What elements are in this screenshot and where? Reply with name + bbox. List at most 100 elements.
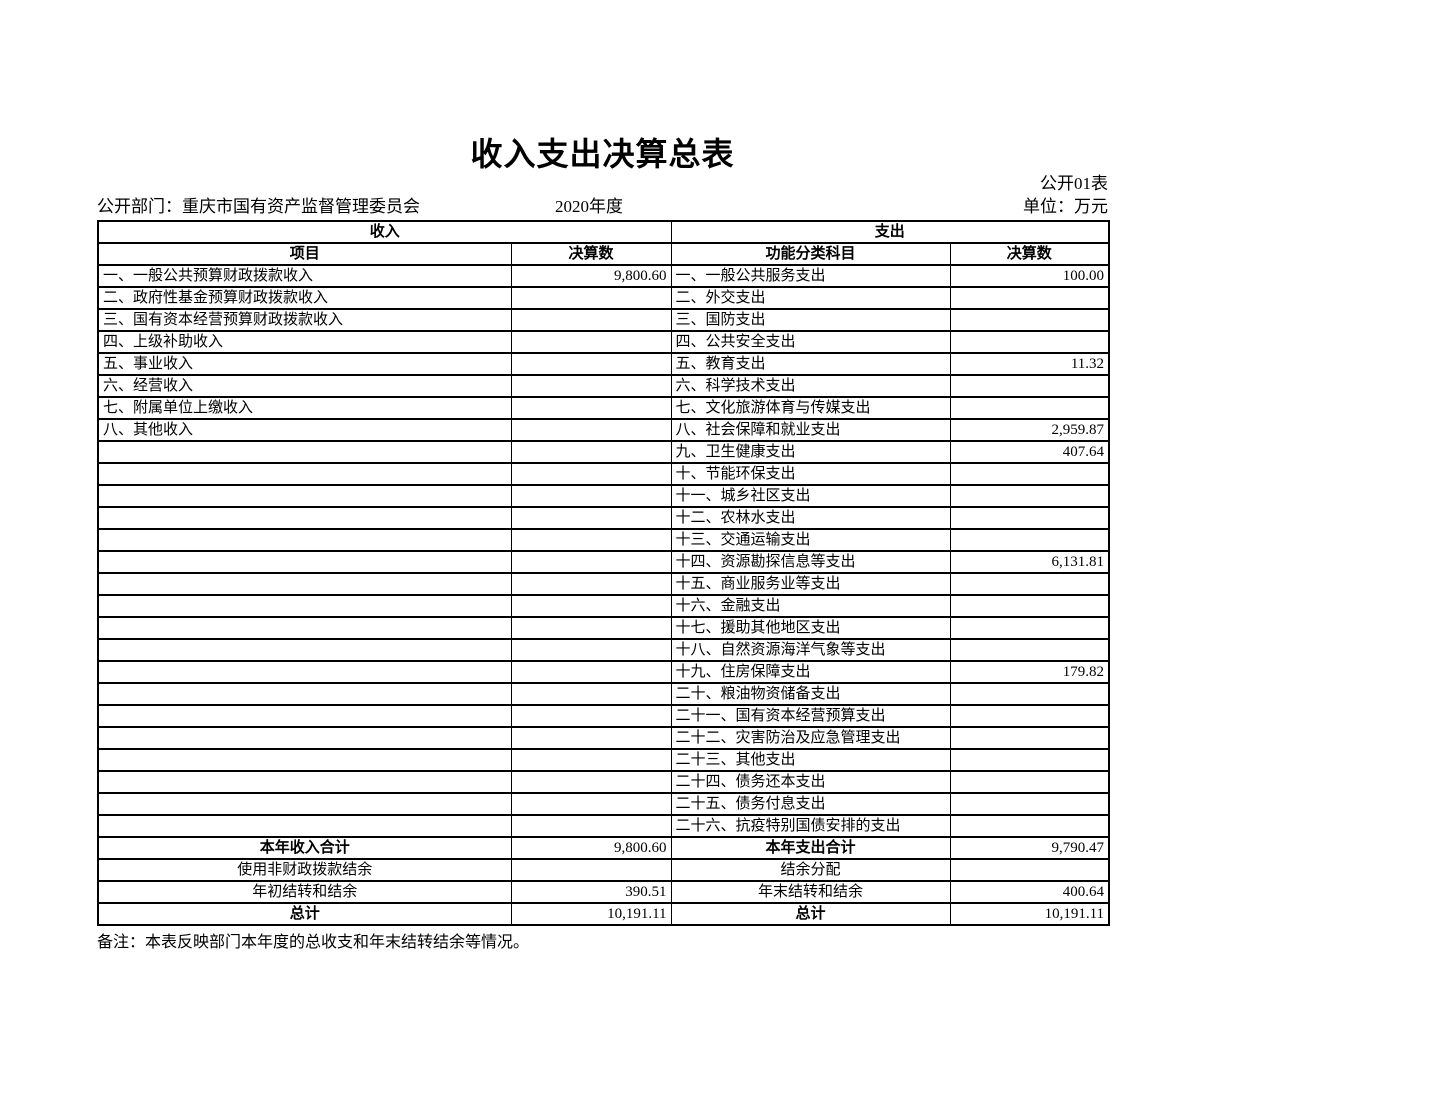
income-value bbox=[510, 682, 672, 706]
income-item bbox=[97, 770, 512, 794]
income-value bbox=[510, 572, 672, 596]
table-row: 六、经营收入 六、科学技术支出 bbox=[97, 374, 1110, 398]
expense-item: 十九、住房保障支出 bbox=[670, 660, 951, 684]
income-summary-value: 390.51 bbox=[510, 880, 672, 904]
table-row: 二十二、灾害防治及应急管理支出 bbox=[97, 726, 1110, 750]
table-row: 五、事业收入 五、教育支出 11.32 bbox=[97, 352, 1110, 376]
section-header-row: 收入 支出 bbox=[97, 220, 1110, 244]
expense-summary-label: 本年支出合计 bbox=[670, 836, 951, 860]
expense-value: 100.00 bbox=[949, 264, 1110, 288]
expense-item: 三、国防支出 bbox=[670, 308, 951, 332]
income-item bbox=[97, 506, 512, 530]
expense-value bbox=[949, 286, 1110, 310]
budget-table: 收入 支出 项目 决算数 功能分类科目 决算数 一、一般公共预算财政拨款收入 9,… bbox=[97, 220, 1111, 926]
expense-value bbox=[949, 572, 1110, 596]
expense-value bbox=[949, 594, 1110, 618]
expense-value bbox=[949, 396, 1110, 420]
table-row: 十三、交通运输支出 bbox=[97, 528, 1110, 552]
expense-item: 十二、农林水支出 bbox=[670, 506, 951, 530]
income-item bbox=[97, 462, 512, 486]
table-row: 十四、资源勘探信息等支出 6,131.81 bbox=[97, 550, 1110, 574]
expense-value bbox=[949, 484, 1110, 508]
income-summary-value bbox=[510, 858, 672, 882]
expense-value bbox=[949, 528, 1110, 552]
income-item: 五、事业收入 bbox=[97, 352, 512, 376]
income-value bbox=[510, 704, 672, 728]
income-value bbox=[510, 638, 672, 662]
income-value bbox=[510, 374, 672, 398]
income-summary-label: 本年收入合计 bbox=[97, 836, 512, 860]
income-item bbox=[97, 792, 512, 816]
income-value bbox=[510, 814, 672, 838]
unit-label: 单位：万元 bbox=[1023, 197, 1108, 216]
expense-item: 七、文化旅游体育与传媒支出 bbox=[670, 396, 951, 420]
income-item: 六、经营收入 bbox=[97, 374, 512, 398]
expense-value bbox=[949, 330, 1110, 354]
table-row: 一、一般公共预算财政拨款收入 9,800.60 一、一般公共服务支出 100.00 bbox=[97, 264, 1110, 288]
expense-value: 2,959.87 bbox=[949, 418, 1110, 442]
expense-value bbox=[949, 814, 1110, 838]
income-value bbox=[510, 396, 672, 420]
expense-value: 6,131.81 bbox=[949, 550, 1110, 574]
table-row: 十、节能环保支出 bbox=[97, 462, 1110, 486]
income-value bbox=[510, 660, 672, 684]
department-label: 公开部门：重庆市国有资产监督管理委员会 bbox=[97, 197, 420, 216]
income-value bbox=[510, 506, 672, 530]
table-row: 二十六、抗疫特别国债安排的支出 bbox=[97, 814, 1110, 838]
col-header-expense-item: 功能分类科目 bbox=[670, 242, 951, 266]
expense-summary-value: 400.64 bbox=[949, 880, 1110, 904]
meta-row: 公开部门：重庆市国有资产监督管理委员会 2020年度 单位：万元 bbox=[97, 196, 1108, 218]
income-value bbox=[510, 616, 672, 640]
expense-value: 11.32 bbox=[949, 352, 1110, 376]
income-item: 二、政府性基金预算财政拨款收入 bbox=[97, 286, 512, 310]
expense-summary-label: 年末结转和结余 bbox=[670, 880, 951, 904]
income-item bbox=[97, 528, 512, 552]
table-row: 十五、商业服务业等支出 bbox=[97, 572, 1110, 596]
income-value bbox=[510, 792, 672, 816]
income-summary-label: 总计 bbox=[97, 902, 512, 926]
expense-item: 二十、粮油物资储备支出 bbox=[670, 682, 951, 706]
income-value: 9,800.60 bbox=[510, 264, 672, 288]
income-summary-value: 10,191.11 bbox=[510, 902, 672, 926]
income-value bbox=[510, 440, 672, 464]
table-row: 十七、援助其他地区支出 bbox=[97, 616, 1110, 640]
income-value bbox=[510, 528, 672, 552]
expense-summary-value: 10,191.11 bbox=[949, 902, 1110, 926]
income-value bbox=[510, 352, 672, 376]
expense-item: 十、节能环保支出 bbox=[670, 462, 951, 486]
expense-item: 二十四、债务还本支出 bbox=[670, 770, 951, 794]
income-item bbox=[97, 484, 512, 508]
income-item bbox=[97, 550, 512, 574]
table-body: 一、一般公共预算财政拨款收入 9,800.60 一、一般公共服务支出 100.00 二、… bbox=[97, 264, 1110, 926]
col-header-income-item: 项目 bbox=[97, 242, 512, 266]
income-value bbox=[510, 308, 672, 332]
table-row: 十一、城乡社区支出 bbox=[97, 484, 1110, 508]
expense-value: 179.82 bbox=[949, 660, 1110, 684]
col-header-income-amount: 决算数 bbox=[510, 242, 672, 266]
income-summary-label: 使用非财政拨款结余 bbox=[97, 858, 512, 882]
expense-item: 九、卫生健康支出 bbox=[670, 440, 951, 464]
summary-row: 年初结转和结余 390.51 年末结转和结余 400.64 bbox=[97, 880, 1110, 904]
expense-section-header: 支出 bbox=[670, 220, 1110, 244]
table-row: 二十四、债务还本支出 bbox=[97, 770, 1110, 794]
fiscal-year-label: 2020年度 bbox=[555, 197, 623, 216]
expense-item: 二十三、其他支出 bbox=[670, 748, 951, 772]
income-summary-label: 年初结转和结余 bbox=[97, 880, 512, 904]
income-section-header: 收入 bbox=[97, 220, 672, 244]
income-item bbox=[97, 660, 512, 684]
summary-row: 总计 10,191.11 总计 10,191.11 bbox=[97, 902, 1110, 926]
expense-summary-label: 总计 bbox=[670, 902, 951, 926]
table-code: 公开01表 bbox=[1040, 174, 1108, 193]
income-item bbox=[97, 814, 512, 838]
income-item bbox=[97, 726, 512, 750]
income-value bbox=[510, 770, 672, 794]
table-row: 十八、自然资源海洋气象等支出 bbox=[97, 638, 1110, 662]
summary-row: 使用非财政拨款结余 结余分配 bbox=[97, 858, 1110, 882]
income-item bbox=[97, 440, 512, 464]
income-value bbox=[510, 748, 672, 772]
expense-item: 十七、援助其他地区支出 bbox=[670, 616, 951, 640]
expense-value bbox=[949, 726, 1110, 750]
expense-value bbox=[949, 616, 1110, 640]
expense-item: 五、教育支出 bbox=[670, 352, 951, 376]
expense-value bbox=[949, 704, 1110, 728]
